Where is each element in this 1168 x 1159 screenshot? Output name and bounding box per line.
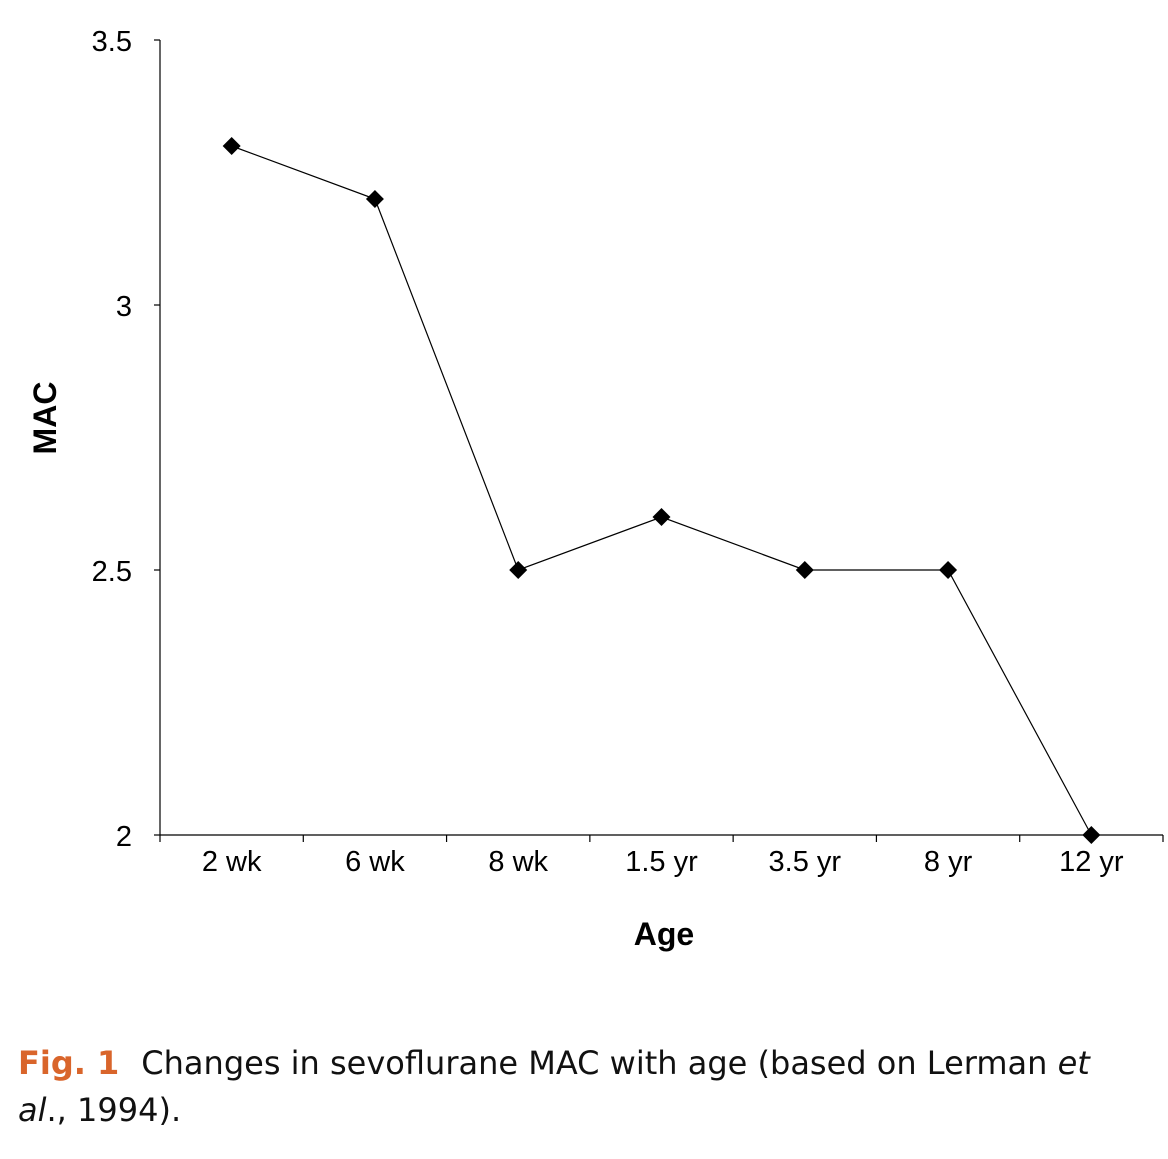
caption-italic-et: et [1057, 1044, 1090, 1082]
data-point-marker [509, 561, 528, 579]
data-point-marker [222, 137, 241, 155]
x-tick-label: 12 yr [1059, 846, 1124, 878]
y-axis-ticks: 2 2.5 3 3.5 [92, 26, 160, 853]
y-tick-label: 3.5 [92, 26, 132, 58]
x-tick-label: 6 wk [345, 846, 405, 878]
x-tick-label: 3.5 yr [769, 846, 842, 878]
data-point-marker [939, 561, 958, 579]
x-tick-label: 8 wk [488, 846, 548, 878]
y-tick-label: 2.5 [92, 556, 132, 588]
y-tick-label: 3 [116, 291, 132, 323]
data-point-marker [1082, 826, 1101, 844]
figure-label: Fig. 1 [18, 1044, 120, 1082]
x-axis-ticks: 2 wk 6 wk 8 wk 1.5 yr 3.5 yr 8 yr 12 yr [159, 835, 1164, 878]
x-tick-label: 2 wk [202, 846, 262, 878]
y-axis-title: MAC [27, 382, 63, 455]
series-line [231, 145, 1092, 836]
x-axis: 2 wk 6 wk 8 wk 1.5 yr 3.5 yr 8 yr 12 yr [159, 834, 1164, 878]
x-tick-label: 8 yr [924, 846, 973, 878]
data-markers [222, 137, 1101, 844]
x-axis-title: Age [634, 916, 694, 952]
data-point-marker [652, 508, 671, 526]
y-tick-label: 2 [116, 821, 132, 853]
data-point-marker [365, 190, 384, 208]
y-axis: 2 2.5 3 3.5 [92, 26, 161, 853]
caption-italic-al: al [18, 1091, 47, 1129]
data-point-marker [795, 561, 814, 579]
caption-text: Changes in sevoflurane MAC with age (bas… [141, 1044, 1058, 1082]
caption-citation: ., 1994). [46, 1091, 182, 1129]
figure-caption: Fig. 1 Changes in sevoflurane MAC with ag… [18, 1040, 1158, 1134]
line-chart: 2 2.5 3 3.5 2 wk 6 wk 8 wk 1.5 yr 3.5 yr 8 yr 12 … [27, 26, 1164, 952]
x-tick-label: 1.5 yr [625, 846, 698, 878]
